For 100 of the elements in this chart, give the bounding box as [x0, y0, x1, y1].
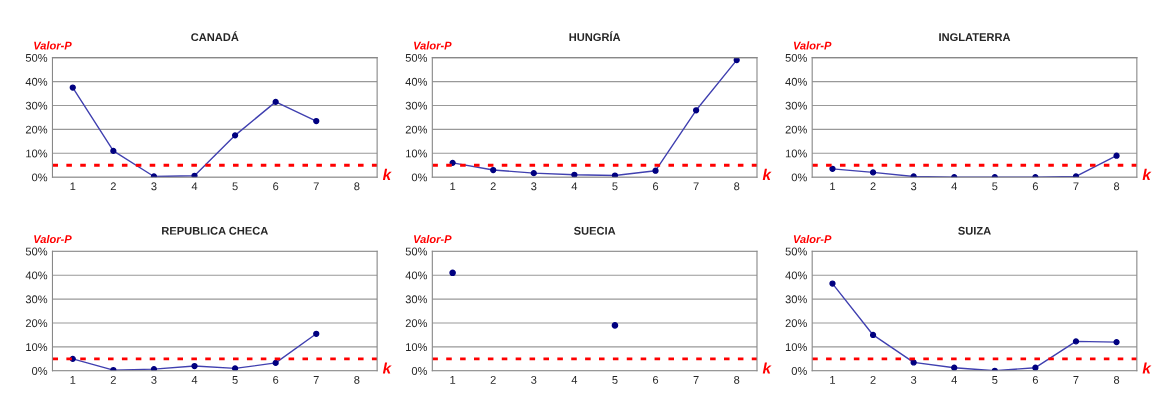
x-tick-label: 7	[313, 376, 319, 384]
x-tick-label: 1	[70, 182, 76, 191]
x-tick-label: 5	[232, 376, 238, 384]
x-tick-label: 5	[612, 376, 618, 384]
x-tick-label: 7	[313, 182, 319, 191]
y-axis-title: Valor-P	[793, 41, 832, 50]
chart-title: CANADÁ	[191, 31, 239, 42]
x-tick-label: 5	[992, 376, 998, 384]
x-tick-label: 2	[110, 182, 116, 191]
x-tick-label: 4	[191, 182, 198, 191]
y-tick-label: 20%	[25, 319, 48, 328]
x-tick-label: 7	[693, 376, 699, 384]
y-tick-label: 10%	[26, 343, 48, 352]
x-tick-label: 8	[734, 182, 740, 191]
y-tick-label: 30%	[25, 295, 48, 304]
y-tick-label: 10%	[785, 149, 807, 158]
x-axis-title: k	[762, 362, 772, 374]
x-tick-label: 1	[450, 376, 456, 384]
x-tick-label: 6	[653, 375, 659, 384]
x-tick-label: 2	[870, 182, 876, 191]
x-tick-label: 6	[1032, 182, 1038, 191]
y-tick-label: 40%	[405, 77, 428, 86]
y-tick-label: 20%	[25, 125, 48, 134]
x-tick-label: 5	[992, 182, 998, 191]
x-tick-label: 7	[693, 182, 699, 191]
x-tick-label: 8	[1113, 182, 1120, 191]
y-tick-label: 40%	[785, 271, 807, 280]
x-axis-title: k	[762, 168, 772, 180]
x-tick-label: 4	[951, 376, 957, 384]
y-tick-label: 40%	[405, 271, 428, 280]
x-tick-label: 1	[450, 182, 456, 191]
x-tick-label: 3	[910, 182, 917, 191]
x-tick-label: 1	[830, 376, 836, 384]
y-tick-label: 30%	[405, 101, 428, 110]
x-tick-label: 6	[273, 375, 279, 384]
x-tick-label: 4	[571, 376, 578, 384]
x-axis-title: k	[382, 168, 392, 180]
y-tick-label: 20%	[405, 319, 428, 328]
y-tick-label: 0%	[31, 173, 48, 182]
y-tick-label: 50%	[785, 53, 807, 62]
x-tick-label: 5	[232, 182, 238, 191]
x-tick-label: 8	[1113, 375, 1120, 384]
x-tick-label: 6	[273, 182, 279, 191]
x-tick-label: 7	[1073, 182, 1079, 191]
y-tick-label: 50%	[405, 53, 428, 62]
y-tick-label: 40%	[25, 77, 48, 86]
x-tick-label: 2	[490, 182, 496, 191]
y-tick-label: 30%	[785, 295, 807, 304]
y-axis-title: Valor-P	[34, 41, 72, 50]
x-tick-label: 8	[354, 182, 360, 191]
y-axis-title: Valor-P	[34, 234, 72, 244]
y-tick-label: 20%	[785, 319, 807, 328]
y-tick-label: 30%	[25, 101, 48, 110]
y-tick-label: 40%	[25, 271, 48, 280]
x-tick-label: 4	[951, 182, 957, 191]
x-tick-label: 6	[1032, 375, 1038, 384]
x-tick-label: 2	[870, 375, 876, 384]
y-tick-label: 20%	[405, 125, 428, 134]
y-axis-title: Valor-P	[414, 234, 452, 244]
y-tick-label: 50%	[25, 53, 48, 62]
x-tick-label: 7	[1073, 376, 1079, 384]
x-tick-label: 3	[910, 375, 917, 384]
y-tick-label: 10%	[406, 149, 428, 158]
x-tick-label: 1	[830, 182, 836, 191]
x-tick-label: 8	[354, 375, 360, 384]
x-tick-label: 3	[151, 375, 157, 384]
y-tick-label: 40%	[785, 77, 807, 86]
chart-title: REPUBLICA CHECA	[162, 226, 269, 235]
x-tick-label: 4	[571, 182, 578, 191]
y-tick-label: 30%	[405, 295, 428, 304]
chart-title: SUECIA	[573, 226, 616, 235]
y-tick-label: 10%	[26, 149, 48, 158]
x-axis-title: k	[1142, 362, 1152, 374]
y-tick-label: 0%	[411, 367, 428, 375]
x-tick-label: 1	[70, 376, 76, 384]
x-tick-label: 2	[490, 375, 496, 384]
y-tick-label: 0%	[411, 173, 428, 182]
y-tick-label: 50%	[785, 247, 807, 256]
y-axis-title: Valor-P	[793, 234, 832, 244]
y-tick-label: 0%	[791, 367, 807, 375]
y-tick-label: 50%	[25, 247, 48, 256]
x-tick-label: 8	[734, 375, 740, 384]
y-tick-label: 0%	[791, 173, 807, 182]
y-tick-label: 10%	[785, 343, 807, 352]
y-tick-label: 10%	[406, 343, 428, 352]
y-tick-label: 20%	[785, 125, 807, 134]
x-tick-label: 5	[612, 182, 618, 191]
x-tick-label: 3	[531, 182, 537, 191]
x-tick-label: 6	[653, 182, 659, 191]
x-tick-label: 4	[191, 376, 198, 384]
y-tick-label: 0%	[31, 367, 48, 375]
y-axis-title: Valor-P	[414, 41, 452, 50]
chart-title: HUNGRÍA	[569, 31, 621, 42]
y-tick-label: 50%	[405, 247, 428, 256]
x-axis-title: k	[1142, 168, 1152, 180]
x-tick-label: 3	[531, 375, 537, 384]
x-axis-title: k	[382, 362, 392, 374]
x-tick-label: 2	[110, 375, 116, 384]
y-tick-label: 30%	[785, 101, 807, 110]
chart-title: SUIZA	[958, 226, 991, 235]
